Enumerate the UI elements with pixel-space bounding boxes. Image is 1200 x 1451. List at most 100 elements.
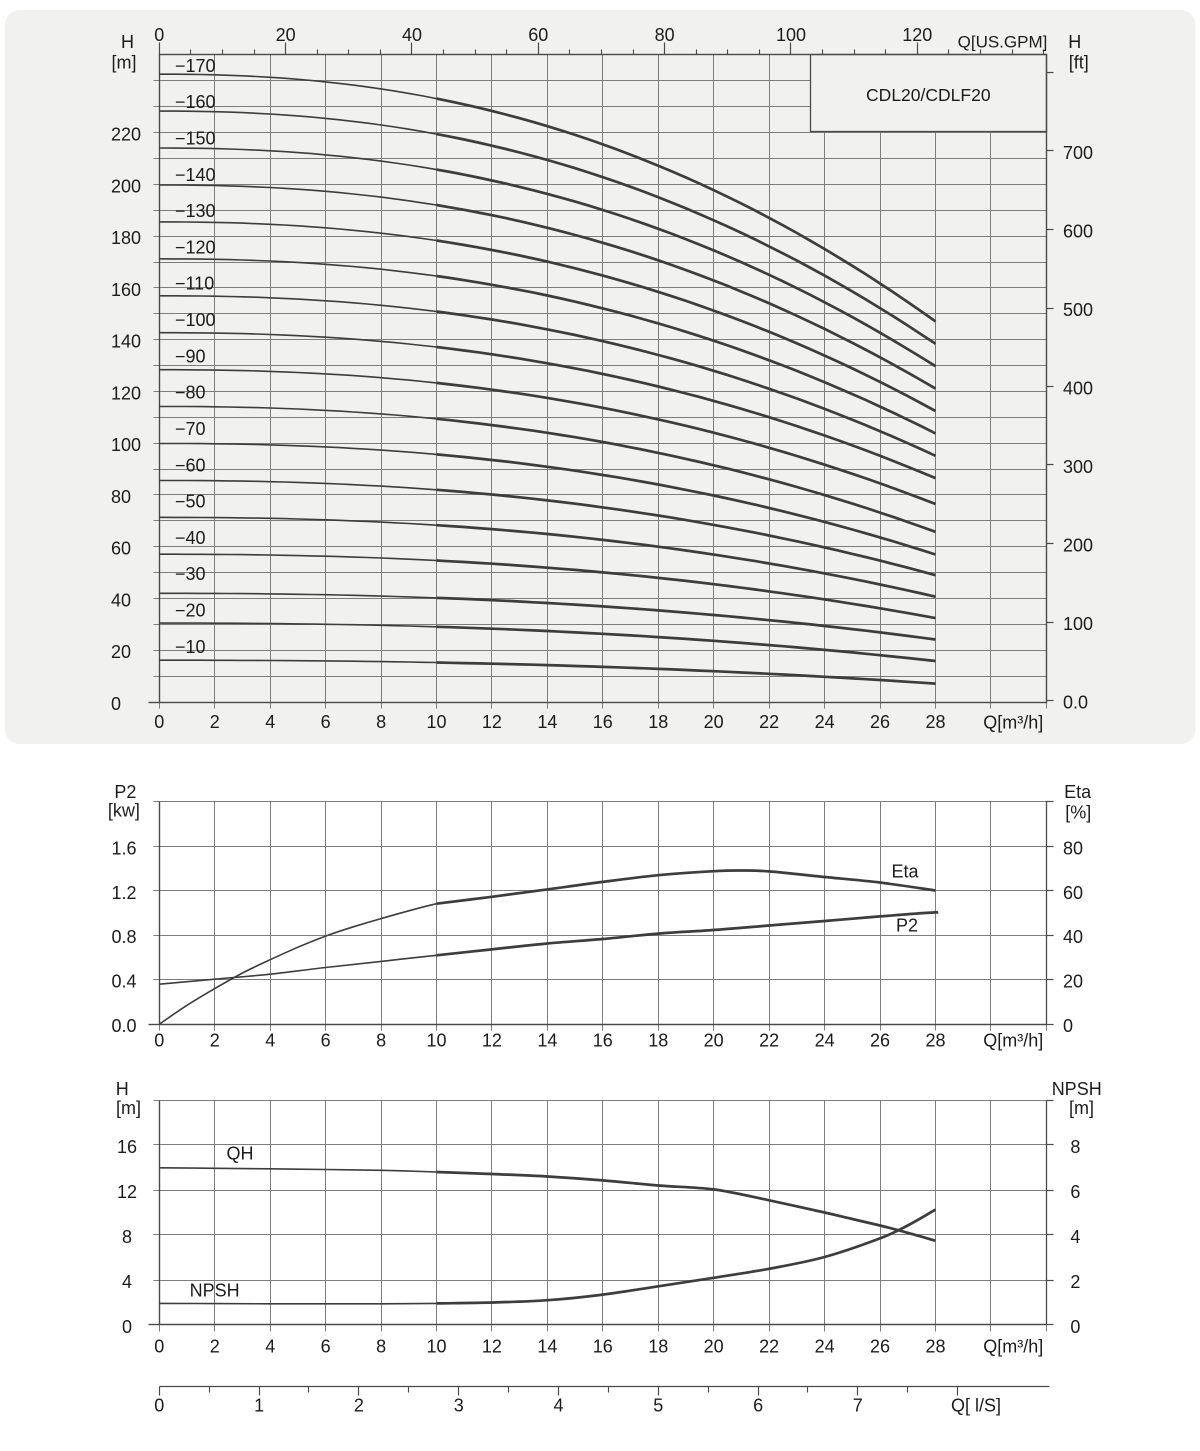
svg-text:60: 60 xyxy=(111,539,131,559)
svg-text:2: 2 xyxy=(210,1337,220,1357)
svg-text:[kw]: [kw] xyxy=(108,801,140,821)
svg-text:1: 1 xyxy=(254,1396,264,1416)
svg-text:−60: −60 xyxy=(175,455,206,475)
svg-text:P2: P2 xyxy=(896,916,918,936)
svg-text:26: 26 xyxy=(870,1337,890,1357)
svg-text:20: 20 xyxy=(111,642,131,662)
svg-text:400: 400 xyxy=(1063,379,1093,399)
svg-text:0: 0 xyxy=(1063,1016,1073,1036)
svg-text:−50: −50 xyxy=(175,492,206,512)
svg-text:8: 8 xyxy=(122,1227,132,1247)
svg-text:300: 300 xyxy=(1063,457,1093,477)
svg-text:[m]: [m] xyxy=(116,1098,141,1118)
svg-text:8: 8 xyxy=(376,1337,386,1357)
svg-text:Eta: Eta xyxy=(891,862,919,882)
svg-text:8: 8 xyxy=(376,712,386,732)
svg-text:20: 20 xyxy=(276,25,296,45)
svg-text:14: 14 xyxy=(537,1031,557,1051)
svg-text:20: 20 xyxy=(704,712,724,732)
svg-text:220: 220 xyxy=(111,125,141,145)
svg-text:0: 0 xyxy=(154,712,164,732)
svg-text:−170: −170 xyxy=(175,56,216,76)
svg-text:40: 40 xyxy=(111,591,131,611)
svg-text:6: 6 xyxy=(1070,1182,1080,1202)
svg-text:0: 0 xyxy=(111,694,121,714)
svg-text:24: 24 xyxy=(815,1337,835,1357)
svg-text:Q[m³/h]: Q[m³/h] xyxy=(983,1031,1043,1051)
svg-text:−120: −120 xyxy=(175,237,216,257)
svg-text:700: 700 xyxy=(1063,143,1093,163)
svg-text:16: 16 xyxy=(593,1031,613,1051)
svg-text:8: 8 xyxy=(1070,1137,1080,1157)
svg-text:24: 24 xyxy=(815,712,835,732)
svg-text:22: 22 xyxy=(759,712,779,732)
svg-text:−110: −110 xyxy=(175,274,214,294)
svg-text:6: 6 xyxy=(321,1031,331,1051)
svg-text:6: 6 xyxy=(753,1396,763,1416)
svg-text:120: 120 xyxy=(111,383,141,403)
svg-text:4: 4 xyxy=(1070,1227,1080,1247)
svg-text:22: 22 xyxy=(759,1031,779,1051)
svg-text:18: 18 xyxy=(648,1337,668,1357)
svg-text:4: 4 xyxy=(265,1337,275,1357)
svg-text:2: 2 xyxy=(1070,1272,1080,1292)
svg-text:12: 12 xyxy=(117,1182,137,1202)
svg-text:28: 28 xyxy=(925,1337,945,1357)
svg-text:0.8: 0.8 xyxy=(111,927,136,947)
svg-text:H: H xyxy=(116,1079,129,1099)
svg-text:180: 180 xyxy=(111,228,141,248)
svg-text:Eta: Eta xyxy=(1064,782,1092,802)
svg-text:H: H xyxy=(1068,32,1081,52)
svg-text:[%]: [%] xyxy=(1065,803,1091,823)
svg-text:200: 200 xyxy=(111,176,141,196)
svg-text:20: 20 xyxy=(1063,972,1083,992)
svg-text:−70: −70 xyxy=(175,419,206,439)
svg-text:Q[m³/h]: Q[m³/h] xyxy=(983,712,1043,732)
svg-text:Q[m³/h]: Q[m³/h] xyxy=(983,1337,1043,1357)
svg-text:12: 12 xyxy=(482,712,502,732)
svg-text:100: 100 xyxy=(111,435,141,455)
svg-text:[m]: [m] xyxy=(112,53,137,73)
svg-text:−150: −150 xyxy=(175,129,216,149)
svg-text:−130: −130 xyxy=(175,201,216,221)
svg-text:0: 0 xyxy=(154,1396,164,1416)
svg-text:0: 0 xyxy=(154,1031,164,1051)
svg-text:0.4: 0.4 xyxy=(111,972,136,992)
svg-text:100: 100 xyxy=(1063,614,1093,634)
svg-text:200: 200 xyxy=(1063,536,1093,556)
svg-text:−20: −20 xyxy=(175,601,206,621)
svg-text:600: 600 xyxy=(1063,222,1093,242)
svg-text:80: 80 xyxy=(655,25,675,45)
svg-text:10: 10 xyxy=(426,1337,446,1357)
svg-text:80: 80 xyxy=(1063,838,1083,858)
svg-text:12: 12 xyxy=(482,1337,502,1357)
svg-text:14: 14 xyxy=(537,712,557,732)
svg-text:28: 28 xyxy=(925,712,945,732)
svg-text:4: 4 xyxy=(265,712,275,732)
svg-text:500: 500 xyxy=(1063,300,1093,320)
svg-text:4: 4 xyxy=(122,1272,132,1292)
svg-text:100: 100 xyxy=(776,25,806,45)
svg-text:0: 0 xyxy=(1070,1317,1080,1337)
svg-text:80: 80 xyxy=(111,487,131,507)
svg-text:10: 10 xyxy=(426,712,446,732)
svg-text:0: 0 xyxy=(154,1337,164,1357)
svg-text:18: 18 xyxy=(648,712,668,732)
svg-text:24: 24 xyxy=(815,1031,835,1051)
svg-text:4: 4 xyxy=(265,1031,275,1051)
svg-text:0.0: 0.0 xyxy=(1063,693,1088,713)
svg-text:[m]: [m] xyxy=(1069,1098,1094,1118)
svg-text:NPSH: NPSH xyxy=(190,1280,240,1300)
svg-text:120: 120 xyxy=(902,25,932,45)
svg-text:H: H xyxy=(121,32,134,52)
svg-text:[ft]: [ft] xyxy=(1069,53,1089,73)
svg-text:−30: −30 xyxy=(175,564,206,584)
svg-text:CDL20/CDLF20: CDL20/CDLF20 xyxy=(866,85,991,105)
svg-text:−80: −80 xyxy=(175,383,206,403)
svg-text:7: 7 xyxy=(853,1396,863,1416)
svg-text:−90: −90 xyxy=(175,346,206,366)
svg-text:26: 26 xyxy=(870,1031,890,1051)
svg-text:4: 4 xyxy=(553,1396,563,1416)
svg-text:10: 10 xyxy=(426,1031,446,1051)
svg-text:20: 20 xyxy=(704,1031,724,1051)
